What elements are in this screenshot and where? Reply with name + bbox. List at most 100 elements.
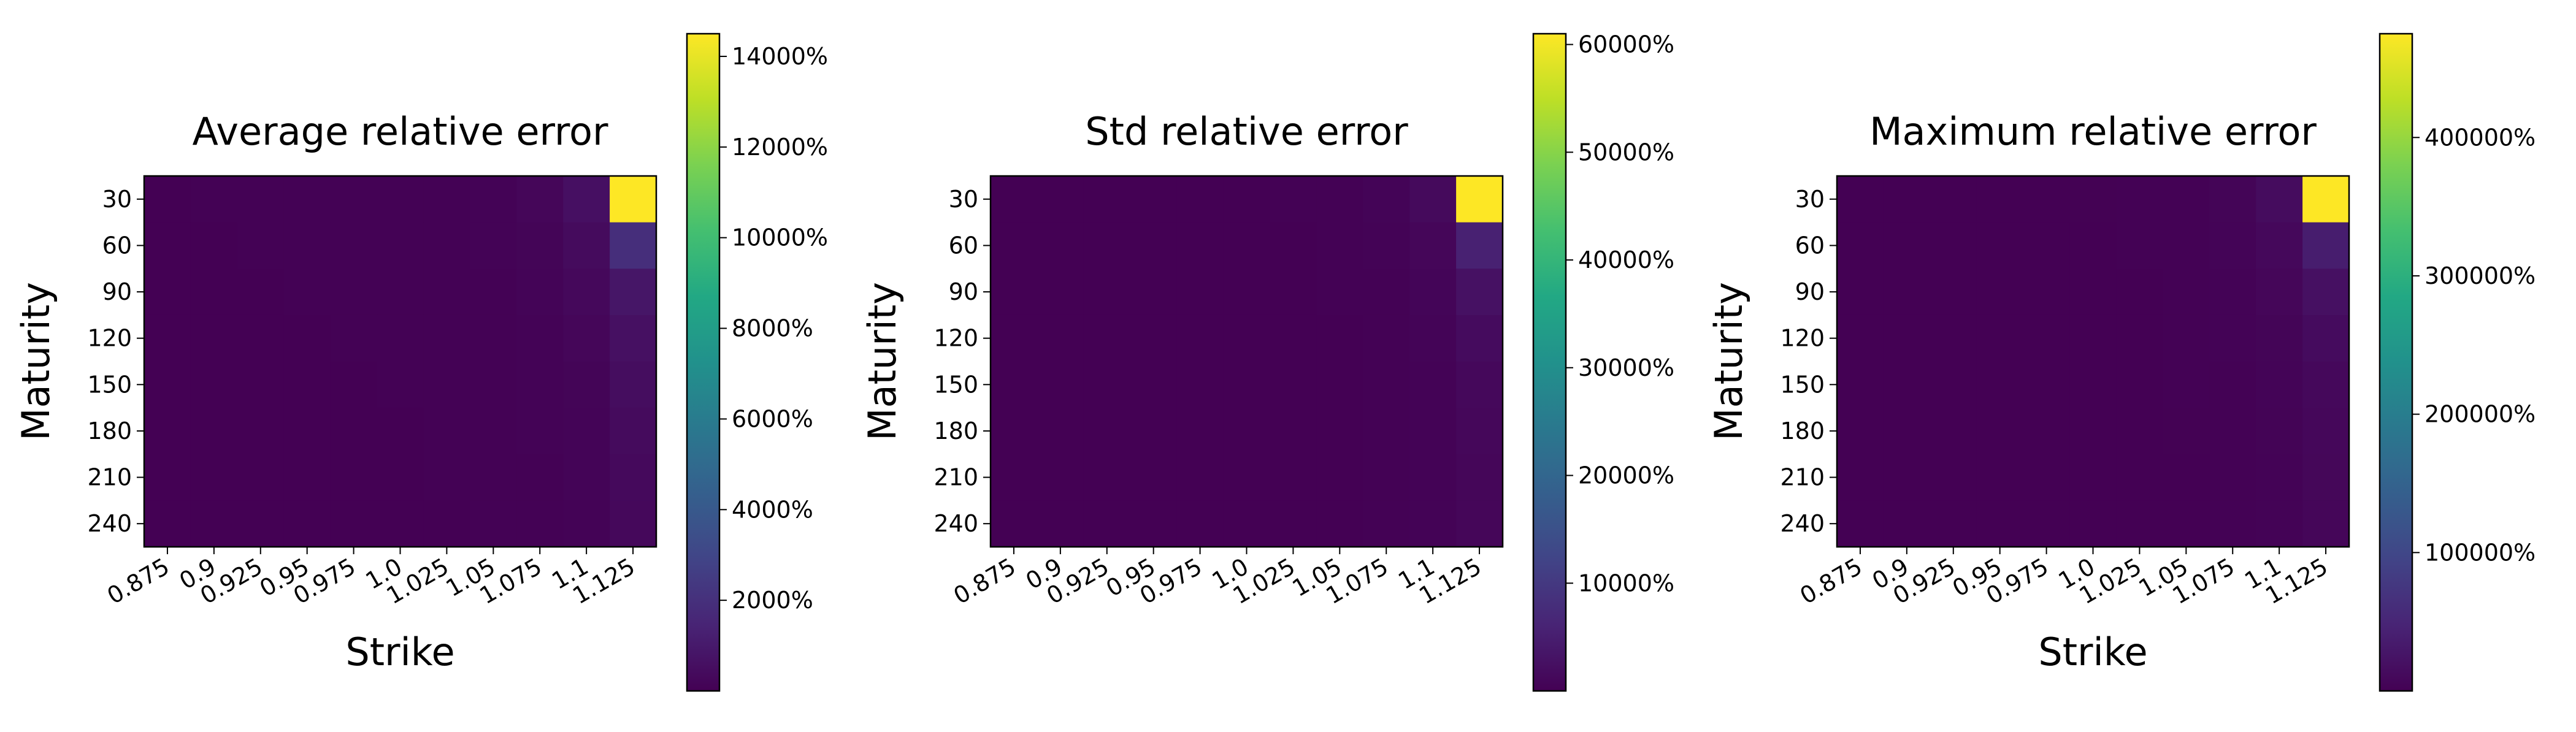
heatmap-cell <box>190 222 238 269</box>
heatmap-cell <box>1130 500 1178 547</box>
heatmap-cell <box>2163 361 2210 408</box>
heatmap-cell <box>423 361 470 408</box>
heatmap-cell <box>1223 176 1271 223</box>
y-tick-label: 150 <box>933 371 978 398</box>
heatmap-cell <box>610 454 657 501</box>
y-tick-label: 150 <box>87 371 132 398</box>
heatmap-cell <box>1037 315 1084 362</box>
heatmap-cell <box>237 222 285 269</box>
heatmap-cell <box>1883 408 1931 455</box>
heatmap-cell <box>423 269 470 316</box>
heatmap-cell <box>1223 361 1271 408</box>
colorbar-tick-label: 30000% <box>1578 354 1674 381</box>
heatmap-cell <box>2302 454 2350 501</box>
heatmap-cell <box>423 222 470 269</box>
y-tick-label: 210 <box>87 464 132 491</box>
heatmap-cell <box>144 222 191 269</box>
heatmap-cell <box>1976 269 2024 316</box>
heatmap-cell <box>470 269 517 316</box>
heatmap-cell <box>190 269 238 316</box>
heatmap-cell <box>991 408 1038 455</box>
heatmap-cell <box>1130 408 1178 455</box>
heatmap-cell <box>237 269 285 316</box>
heatmap-cell <box>1883 222 1931 269</box>
heatmap-cell <box>377 454 424 501</box>
heatmap-cell <box>1270 315 1317 362</box>
heatmap-cell <box>1130 222 1178 269</box>
heatmap-cell <box>1083 176 1131 223</box>
heatmap-cell <box>1130 454 1178 501</box>
colorbar-tick-label: 100000% <box>2425 539 2536 566</box>
heatmap-cell <box>563 176 610 223</box>
heatmap-cell <box>563 454 610 501</box>
heatmap-cell <box>1176 408 1224 455</box>
heatmap-cell <box>2116 269 2163 316</box>
heatmap-cell <box>2023 315 2071 362</box>
heatmap-cell <box>2163 222 2210 269</box>
heatmap-cell <box>1037 269 1084 316</box>
heatmap-cell <box>2256 176 2303 223</box>
heatmap-cell <box>1976 222 2024 269</box>
y-tick-label: 150 <box>1780 371 1825 398</box>
heatmap-cell <box>1083 408 1131 455</box>
heatmap-cell <box>1223 269 1271 316</box>
heatmap-cell <box>2256 454 2303 501</box>
heatmap-cell <box>377 222 424 269</box>
heatmap-cell <box>1130 176 1178 223</box>
heatmap-cell <box>1837 315 1884 362</box>
heatmap-cell <box>1363 454 1410 501</box>
heatmap-cell <box>2256 361 2303 408</box>
heatmap-cell <box>991 176 1038 223</box>
heatmap-cell <box>1837 176 1884 223</box>
heatmap-cell <box>423 454 470 501</box>
heatmap-cell <box>423 315 470 362</box>
heatmap-cell <box>1930 315 1977 362</box>
heatmap-cell <box>2256 269 2303 316</box>
heatmap-cell <box>144 500 191 547</box>
heatmap-cell <box>2116 500 2163 547</box>
heatmap-cell <box>1270 361 1317 408</box>
heatmap-cell <box>1837 454 1884 501</box>
heatmap-cell <box>516 408 564 455</box>
heatmap-cell <box>2163 500 2210 547</box>
y-tick-label: 60 <box>102 232 132 259</box>
heatmap-cell <box>2302 176 2350 223</box>
heatmap-cell <box>2069 361 2117 408</box>
heatmap-cell <box>283 408 331 455</box>
y-tick-label: 240 <box>933 510 978 537</box>
colorbar <box>2380 34 2412 691</box>
heatmap-cell <box>1930 269 1977 316</box>
heatmap-cell <box>2163 454 2210 501</box>
heatmap-cell <box>516 176 564 223</box>
heatmap-cell <box>330 500 378 547</box>
y-tick-label: 90 <box>949 278 978 305</box>
heatmap-cell <box>1176 269 1224 316</box>
heatmap-cell <box>1837 222 1884 269</box>
colorbar-tick-label: 40000% <box>1578 246 1674 273</box>
heatmap-cell <box>1837 361 1884 408</box>
heatmap-cell <box>470 454 517 501</box>
heatmap-cell <box>2302 222 2350 269</box>
heatmap-cell <box>2256 500 2303 547</box>
heatmap-cell <box>330 176 378 223</box>
heatmap-cell <box>1976 454 2024 501</box>
heatmap-cell <box>1176 222 1224 269</box>
colorbar-tick-label: 10000% <box>1578 570 1674 597</box>
heatmap-cell <box>2069 222 2117 269</box>
heatmap-cell <box>2023 408 2071 455</box>
heatmap-cell <box>1176 500 1224 547</box>
heatmap-cell <box>1976 361 2024 408</box>
heatmap-cell <box>1363 269 1410 316</box>
heatmap-cell <box>1363 222 1410 269</box>
y-tick-label: 60 <box>1795 232 1825 259</box>
heatmap-cell <box>1976 500 2024 547</box>
heatmap-cell <box>1083 269 1131 316</box>
heatmap-cell <box>470 176 517 223</box>
heatmap-cell <box>2209 269 2256 316</box>
heatmap-cell <box>1270 500 1317 547</box>
heatmap-cell <box>991 315 1038 362</box>
heatmap-cell <box>2069 454 2117 501</box>
colorbar-tick-label: 6000% <box>732 405 813 432</box>
heatmap-cell <box>991 361 1038 408</box>
colorbar-tick-label: 400000% <box>2425 124 2536 151</box>
